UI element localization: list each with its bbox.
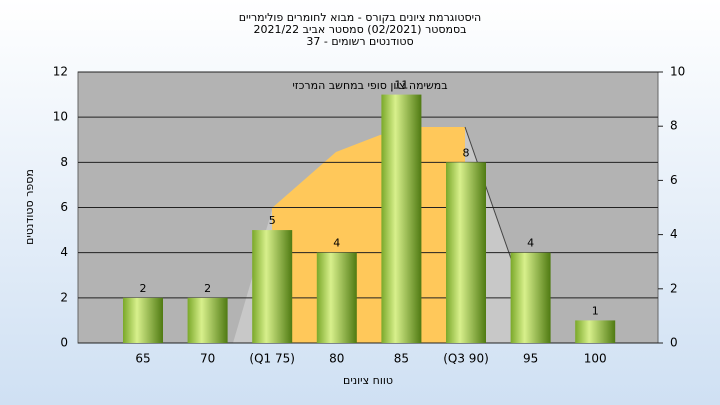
bar	[187, 297, 228, 343]
bar	[381, 94, 422, 343]
y2-tick-label: 0	[670, 336, 678, 350]
chart-title: היסטוגרמת ציונים בקורס - מבוא לחומרים פו…	[239, 11, 482, 24]
bar	[575, 320, 616, 343]
y-tick-label: 0	[60, 336, 68, 350]
bar	[316, 252, 357, 343]
y2-tick-label: 6	[670, 173, 678, 187]
y-tick-label: 10	[53, 110, 68, 124]
bar	[510, 252, 551, 343]
x-tick-label: 95	[523, 352, 538, 366]
bar	[446, 162, 486, 343]
y-axis-label: מספר סטודנטים	[23, 169, 36, 245]
x-tick-label: 80	[329, 352, 344, 366]
chart-subtitle: סטודנטים רשומים - 37	[306, 35, 413, 48]
x-tick-label: (Q1 75)	[249, 352, 295, 366]
y2-tick-label: 4	[670, 227, 678, 241]
x-tick-label: 65	[135, 352, 150, 366]
y2-tick-label: 10	[670, 65, 685, 79]
y-tick-label: 4	[60, 245, 68, 259]
y-tick-label: 8	[60, 155, 68, 169]
x-tick-label: 100	[584, 352, 607, 366]
data-label: 4	[527, 237, 534, 250]
bar	[123, 297, 163, 343]
y-tick-label: 6	[60, 200, 68, 214]
y2-tick-label: 8	[670, 119, 678, 133]
data-label: 8	[463, 146, 470, 159]
data-label: 11	[394, 79, 408, 92]
data-label: 2	[140, 282, 147, 295]
x-axis-label: טווח ציונים	[343, 374, 393, 387]
x-tick-label: 70	[200, 352, 215, 366]
y-tick-label: 2	[60, 290, 68, 304]
y-tick-label: 12	[53, 65, 68, 79]
data-label: 1	[592, 304, 599, 317]
trend-line	[464, 126, 516, 271]
bar	[252, 230, 293, 343]
y2-tick-label: 2	[670, 281, 678, 295]
data-label: 2	[204, 282, 211, 295]
x-tick-label: 85	[394, 352, 409, 366]
data-label: 4	[333, 237, 340, 250]
annotation: במשימה ציון סופי במחשב המרכזי	[292, 79, 447, 92]
x-tick-label: (Q3 90)	[443, 352, 489, 366]
chart-subtitle: בסמסטר (02/2021) סמסטר אביב 2021/22	[253, 23, 466, 36]
data-label: 5	[269, 214, 276, 227]
